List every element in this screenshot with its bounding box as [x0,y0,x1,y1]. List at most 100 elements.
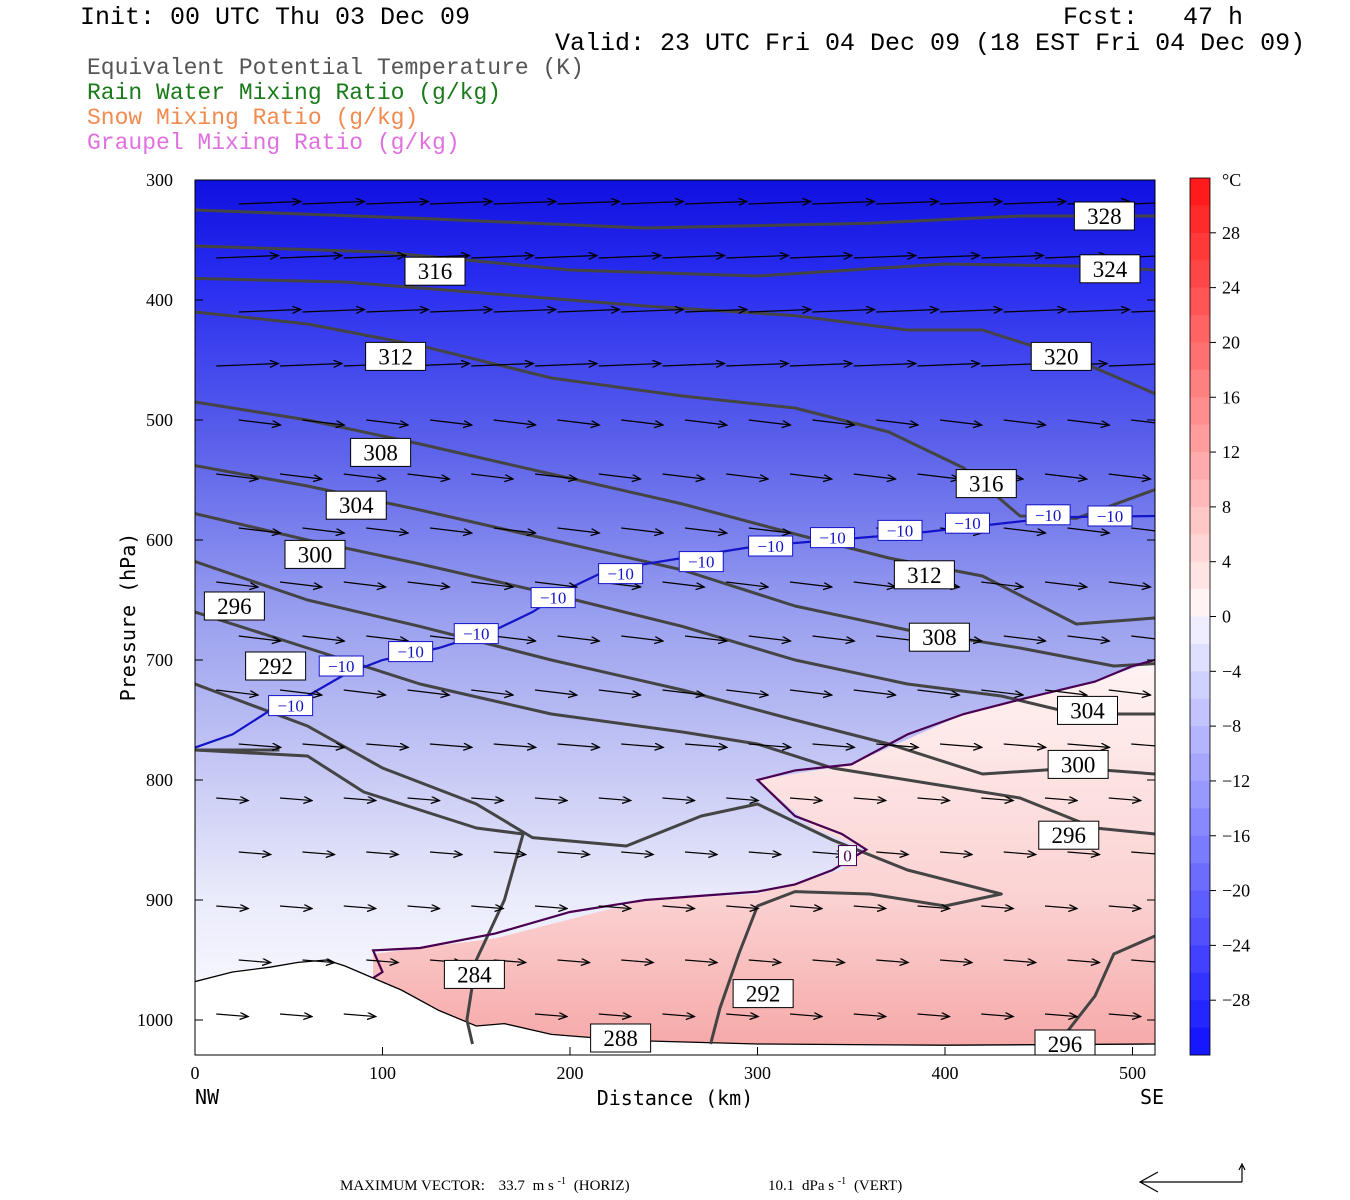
wind-vector [812,419,855,425]
colorbar-segment [1190,972,1210,1001]
x-tick-label: 0 [191,1063,200,1083]
wind-vector [238,635,281,641]
wind-vector [493,419,536,425]
wind-vector [876,852,908,855]
wind-vector [216,798,248,801]
wind-vector [748,635,791,641]
wind-vector [493,310,556,312]
colorbar-segment [1190,561,1210,590]
wind-vector [812,635,855,641]
colorbar-segment [1190,753,1210,782]
max-vector-horiz-value: 33.7 [499,1178,526,1194]
wind-vector [557,310,620,312]
init-time: Init: 00 UTC Thu 03 Dec 09 [80,3,471,32]
wind-vector [216,689,258,695]
wind-vector [216,906,248,909]
contour-label: 292 [746,982,781,1007]
wind-vector [876,310,938,312]
wind-vector [534,1014,567,1017]
wind-vector [429,527,472,533]
colorbar-segment [1190,369,1210,398]
wind-vector [1044,689,1087,695]
theta-e-line [195,400,1155,626]
wind-vector [366,202,428,204]
contour-label-box [1038,820,1100,850]
wind-vector [726,581,768,587]
wind-vector [534,256,597,258]
wind-vector [662,689,705,695]
max-vector-vert-tag: (VERT) [854,1178,902,1194]
wind-vector [534,798,567,801]
isotherm-label: −10 [1097,507,1124,526]
wind-vector [939,202,1002,204]
isotherm-label: −10 [954,514,981,533]
wind-vector [662,581,705,587]
forecast-hour: Fcst: 47 h [1063,3,1244,32]
wind-vector [343,581,386,587]
wind-vector [621,960,653,963]
wind-vector [684,744,727,747]
contour-label-box [1057,695,1118,725]
colorbar-segment [1190,589,1210,617]
contour-label-box [908,622,970,652]
colorbar-segment [1190,479,1210,508]
colorbar-segment [1190,534,1210,563]
colorbar-label: 12 [1222,442,1240,462]
y-tick-label: 1000 [137,1010,173,1030]
wind-vector [621,527,663,533]
isotherm-label-box [268,695,314,717]
wind-vector [726,906,758,909]
valid-time: Valid: 23 UTC Fri 04 Dec 09 (18 EST Fri … [555,29,1306,58]
wind-vector [534,581,577,587]
wind-vector [981,689,1023,695]
max-vector-legend: MAXIMUM VECTOR: 33.7 m s -1 (HORIZ) 10.1… [340,1162,1246,1194]
colorbar-segment [1190,643,1210,672]
isotherm-label: −10 [463,625,490,644]
wind-vector [1108,1014,1141,1017]
wind-vector [343,906,376,909]
contour-label: 300 [1061,752,1096,777]
contour-label: 304 [1070,698,1105,723]
isotherm-label: −10 [328,657,355,676]
contour-label: 284 [457,962,492,987]
wind-vector [1044,906,1077,909]
colorbar-label: −8 [1222,716,1241,736]
y-tick-label: 800 [146,770,173,790]
wind-vector [534,906,567,909]
wind-vector [1067,744,1110,747]
colorbar-segment [1190,835,1210,864]
wind-vector [621,419,663,425]
wind-vector [1044,1014,1077,1017]
wind-vector [238,960,271,963]
y-axis-label: Pressure (hPa) [116,533,140,702]
wind-vector [981,256,1043,258]
wind-vector [557,635,600,641]
wind-vector [1067,635,1110,641]
wind-vector [853,906,886,909]
wind-vector [684,635,727,641]
wind-vector [598,364,661,366]
x-left-end-label: NW [195,1085,220,1109]
contour-label-box [893,560,955,590]
wind-vector [1108,798,1141,801]
wind-vector [812,202,875,204]
wind-vector [534,689,577,695]
contour-label: 304 [339,493,374,518]
contour-label-box [1073,201,1135,231]
isotherm-label: −10 [540,589,567,608]
wind-vector [238,852,271,855]
contour-label-box [1079,254,1141,284]
contour-label: 320 [1044,344,1079,369]
isotherm-label-box [318,655,364,677]
wind-vector [684,527,727,533]
wind-vector [789,364,852,366]
wind-vector [684,960,717,963]
wind-vector [1131,527,1155,532]
wind-vector [471,689,513,695]
wind-vector [557,744,600,747]
max-vector-vert-value: 10.1 [768,1178,794,1194]
wind-vector [621,852,653,855]
wind-vector [1044,798,1077,801]
wind-vector [216,581,258,587]
wind-vector [981,581,1023,587]
